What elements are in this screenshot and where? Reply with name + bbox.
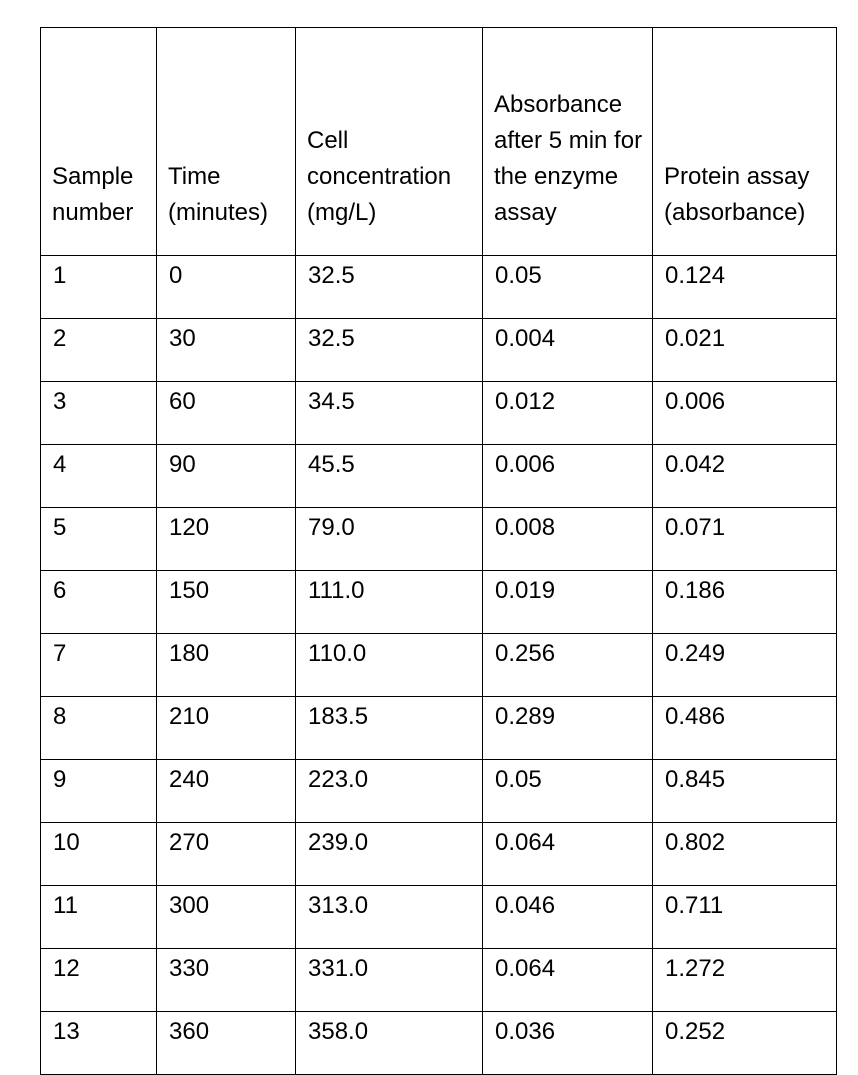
cell-concentration-cell: 111.0 bbox=[295, 570, 483, 634]
table-row: 1 0 32.5 0.05 0.124 bbox=[40, 255, 837, 319]
cell-concentration-cell: 331.0 bbox=[295, 948, 483, 1012]
table-row: 9 240 223.0 0.05 0.845 bbox=[40, 759, 837, 823]
time-cell: 330 bbox=[156, 948, 296, 1012]
protein-assay-cell: 0.042 bbox=[652, 444, 837, 508]
sample-number-cell: 5 bbox=[40, 507, 157, 571]
enzyme-absorbance-cell: 0.019 bbox=[482, 570, 653, 634]
enzyme-absorbance-cell: 0.046 bbox=[482, 885, 653, 949]
table-row: 4 90 45.5 0.006 0.042 bbox=[40, 444, 837, 508]
time-cell: 150 bbox=[156, 570, 296, 634]
enzyme-absorbance-cell: 0.05 bbox=[482, 255, 653, 319]
protein-assay-cell: 0.711 bbox=[652, 885, 837, 949]
header-enzyme-absorbance: Absorbance after 5 min for the enzyme as… bbox=[482, 27, 653, 256]
enzyme-absorbance-cell: 0.064 bbox=[482, 822, 653, 886]
cell-concentration-cell: 32.5 bbox=[295, 255, 483, 319]
protein-assay-cell: 0.845 bbox=[652, 759, 837, 823]
time-cell: 360 bbox=[156, 1011, 296, 1075]
sample-number-cell: 1 bbox=[40, 255, 157, 319]
data-table-container: Sample number Time (minutes) Cell concen… bbox=[40, 27, 837, 1075]
enzyme-absorbance-cell: 0.008 bbox=[482, 507, 653, 571]
table-row: 7 180 110.0 0.256 0.249 bbox=[40, 633, 837, 697]
enzyme-absorbance-cell: 0.012 bbox=[482, 381, 653, 445]
cell-concentration-cell: 183.5 bbox=[295, 696, 483, 760]
sample-number-cell: 11 bbox=[40, 885, 157, 949]
enzyme-absorbance-cell: 0.036 bbox=[482, 1011, 653, 1075]
sample-number-cell: 4 bbox=[40, 444, 157, 508]
sample-number-cell: 6 bbox=[40, 570, 157, 634]
enzyme-absorbance-cell: 0.004 bbox=[482, 318, 653, 382]
sample-number-cell: 2 bbox=[40, 318, 157, 382]
time-cell: 210 bbox=[156, 696, 296, 760]
sample-number-cell: 8 bbox=[40, 696, 157, 760]
cell-concentration-cell: 45.5 bbox=[295, 444, 483, 508]
header-label: Sample number bbox=[52, 163, 134, 226]
protein-assay-cell: 0.124 bbox=[652, 255, 837, 319]
sample-number-cell: 12 bbox=[40, 948, 157, 1012]
time-cell: 180 bbox=[156, 633, 296, 697]
table-row: 12 330 331.0 0.064 1.272 bbox=[40, 948, 837, 1012]
time-cell: 30 bbox=[156, 318, 296, 382]
time-cell: 300 bbox=[156, 885, 296, 949]
table-row: 10 270 239.0 0.064 0.802 bbox=[40, 822, 837, 886]
header-sample-number: Sample number bbox=[40, 27, 157, 256]
protein-assay-cell: 0.186 bbox=[652, 570, 837, 634]
time-cell: 60 bbox=[156, 381, 296, 445]
header-time: Time (minutes) bbox=[156, 27, 296, 256]
table-body: 1 0 32.5 0.05 0.124 2 30 32.5 0.004 0.021 3 60 34.5 0… bbox=[40, 255, 837, 1075]
cell-concentration-cell: 223.0 bbox=[295, 759, 483, 823]
table-row: 5 120 79.0 0.008 0.071 bbox=[40, 507, 837, 571]
data-table: Sample number Time (minutes) Cell concen… bbox=[40, 27, 837, 1075]
cell-concentration-cell: 32.5 bbox=[295, 318, 483, 382]
protein-assay-cell: 0.071 bbox=[652, 507, 837, 571]
time-cell: 90 bbox=[156, 444, 296, 508]
cell-concentration-cell: 79.0 bbox=[295, 507, 483, 571]
protein-assay-cell: 0.249 bbox=[652, 633, 837, 697]
protein-assay-cell: 1.272 bbox=[652, 948, 837, 1012]
cell-concentration-cell: 34.5 bbox=[295, 381, 483, 445]
header-cell-concentration: Cell concentration (mg/L) bbox=[295, 27, 483, 256]
time-cell: 120 bbox=[156, 507, 296, 571]
protein-assay-cell: 0.802 bbox=[652, 822, 837, 886]
protein-assay-cell: 0.486 bbox=[652, 696, 837, 760]
table-row: 13 360 358.0 0.036 0.252 bbox=[40, 1011, 837, 1075]
table-row: 2 30 32.5 0.004 0.021 bbox=[40, 318, 837, 382]
table-row: 3 60 34.5 0.012 0.006 bbox=[40, 381, 837, 445]
sample-number-cell: 9 bbox=[40, 759, 157, 823]
header-label: Protein assay (absorbance) bbox=[664, 163, 810, 226]
time-cell: 240 bbox=[156, 759, 296, 823]
cell-concentration-cell: 239.0 bbox=[295, 822, 483, 886]
table-row: 11 300 313.0 0.046 0.711 bbox=[40, 885, 837, 949]
enzyme-absorbance-cell: 0.064 bbox=[482, 948, 653, 1012]
header-label: Absorbance after 5 min for the enzyme as… bbox=[494, 91, 643, 226]
cell-concentration-cell: 313.0 bbox=[295, 885, 483, 949]
table-row: 6 150 111.0 0.019 0.186 bbox=[40, 570, 837, 634]
header-label: Time (minutes) bbox=[168, 163, 269, 226]
cell-concentration-cell: 110.0 bbox=[295, 633, 483, 697]
header-row: Sample number Time (minutes) Cell concen… bbox=[40, 27, 837, 256]
header-label: Cell concentration (mg/L) bbox=[307, 127, 452, 226]
protein-assay-cell: 0.006 bbox=[652, 381, 837, 445]
sample-number-cell: 13 bbox=[40, 1011, 157, 1075]
enzyme-absorbance-cell: 0.006 bbox=[482, 444, 653, 508]
header-protein-assay: Protein assay (absorbance) bbox=[652, 27, 837, 256]
cell-concentration-cell: 358.0 bbox=[295, 1011, 483, 1075]
time-cell: 270 bbox=[156, 822, 296, 886]
time-cell: 0 bbox=[156, 255, 296, 319]
enzyme-absorbance-cell: 0.256 bbox=[482, 633, 653, 697]
enzyme-absorbance-cell: 0.05 bbox=[482, 759, 653, 823]
table-row: 8 210 183.5 0.289 0.486 bbox=[40, 696, 837, 760]
protein-assay-cell: 0.252 bbox=[652, 1011, 837, 1075]
protein-assay-cell: 0.021 bbox=[652, 318, 837, 382]
sample-number-cell: 3 bbox=[40, 381, 157, 445]
sample-number-cell: 10 bbox=[40, 822, 157, 886]
sample-number-cell: 7 bbox=[40, 633, 157, 697]
enzyme-absorbance-cell: 0.289 bbox=[482, 696, 653, 760]
